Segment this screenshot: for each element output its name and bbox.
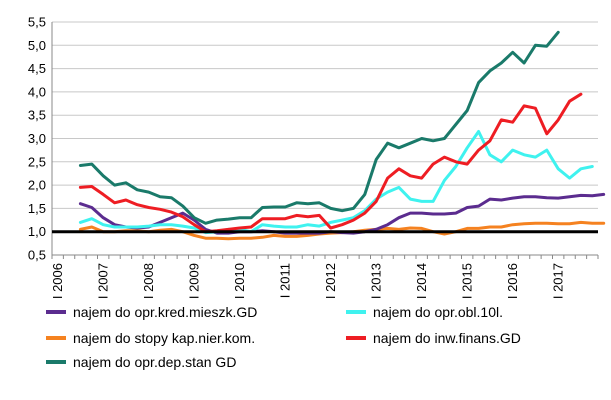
x-tick-label: I 2010 xyxy=(232,263,247,299)
x-tick-label: I 2014 xyxy=(414,263,429,299)
y-tick-label: 3,0 xyxy=(28,131,46,146)
x-axis: I 2006 I 2007 I 2008 I 2009 I 2010 I 2011 I 20… xyxy=(50,254,599,299)
legend-label: najem do opr.dep.stan GD xyxy=(73,354,236,370)
legend-label: najem do stopy kap.nier.kom. xyxy=(73,330,255,346)
x-tick-label: I 2006 xyxy=(50,263,65,299)
x-tick-label: I 2007 xyxy=(96,263,111,299)
y-axis-ticks: 0,5 1,0 1,5 2,0 2,5 3,0 3,5 4,0 4,5 5,0 5,5 xyxy=(28,15,46,263)
x-tick-label: I 2017 xyxy=(551,263,566,299)
series-line xyxy=(78,130,594,235)
y-tick-label: 5,5 xyxy=(28,15,46,30)
x-tick-label: I 2013 xyxy=(369,263,384,299)
legend-label: najem do opr.obl.10l. xyxy=(373,304,503,320)
x-tick-label: I 2008 xyxy=(141,263,156,299)
y-tick-label: 1,5 xyxy=(28,201,46,216)
x-tick-label: I 2011 xyxy=(278,263,293,298)
series-line xyxy=(78,192,606,235)
series-line xyxy=(78,92,583,234)
y-tick-label: 4,0 xyxy=(28,84,46,99)
y-tick-label: 2,5 xyxy=(28,154,46,169)
legend-label: najem do opr.kred.mieszk.GD xyxy=(73,304,257,320)
y-tick-label: 5,0 xyxy=(28,38,46,53)
x-tick-label: I 2016 xyxy=(505,263,520,299)
series-line xyxy=(78,30,560,225)
y-tick-label: 3,5 xyxy=(28,108,46,123)
legend: najem do opr.kred.mieszk.GD najem do opr.… xyxy=(46,304,521,370)
x-tick-label: I 2009 xyxy=(187,263,202,299)
y-tick-label: 2,0 xyxy=(28,178,46,193)
legend-label: najem do inw.finans.GD xyxy=(373,330,521,346)
y-tick-label: 4,5 xyxy=(28,61,46,76)
x-tick-label: I 2012 xyxy=(323,263,338,299)
y-tick-label: 0,5 xyxy=(28,248,46,263)
series-lines xyxy=(52,30,606,241)
x-tick-label: I 2015 xyxy=(460,263,475,299)
y-tick-label: 1,0 xyxy=(28,224,46,239)
